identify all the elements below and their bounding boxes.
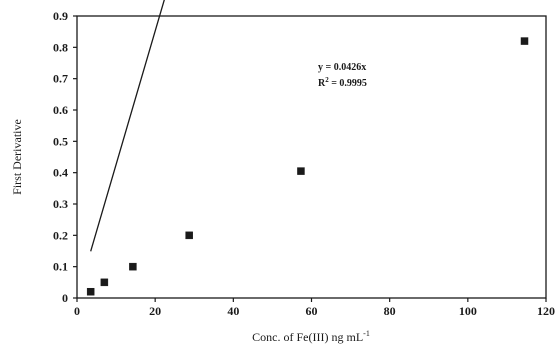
y-axis-title: First Derivative [10, 119, 24, 195]
r-squared-value: = 0.9995 [329, 78, 367, 89]
y-tick-label: 0.7 [53, 72, 68, 86]
x-tick-label: 100 [459, 304, 477, 318]
y-tick-label: 0.8 [53, 40, 68, 54]
data-point [297, 168, 304, 175]
x-tick-label: 20 [149, 304, 161, 318]
data-point [521, 38, 528, 45]
x-tick-label: 120 [537, 304, 555, 318]
y-axis-ticks: 0 0.1 0.2 0.3 0.4 0.5 0.6 0.7 0.8 0.9 [53, 9, 77, 305]
x-tick-label: 0 [74, 304, 80, 318]
data-points [87, 38, 528, 296]
x-axis-ticks: 0 20 40 60 80 100 120 [74, 298, 555, 318]
y-tick-label: 0.5 [53, 134, 68, 148]
y-tick-label: 0.3 [53, 197, 68, 211]
x-axis-title: Conc. of Fe(III) ng mL-1 [252, 329, 370, 344]
equation-annotation: y = 0.0426x [318, 62, 366, 73]
r-squared-annotation: R2 = 0.9995 [318, 76, 367, 89]
data-point [87, 288, 94, 295]
y-tick-label: 0.9 [53, 9, 68, 23]
x-tick-label: 80 [384, 304, 396, 318]
y-tick-label: 0.6 [53, 103, 68, 117]
y-tick-label: 0.2 [53, 228, 68, 242]
data-point [129, 263, 136, 270]
y-tick-label: 0.1 [53, 260, 68, 274]
x-axis-title-main: Conc. of Fe(III) ng mL [252, 330, 363, 344]
x-tick-label: 60 [306, 304, 318, 318]
x-tick-label: 40 [227, 304, 239, 318]
regression-line [91, 0, 525, 251]
data-point [186, 232, 193, 239]
x-axis-title-superscript: -1 [363, 329, 370, 338]
data-point [101, 279, 108, 286]
y-tick-label: 0 [62, 291, 68, 305]
y-tick-label: 0.4 [53, 166, 68, 180]
